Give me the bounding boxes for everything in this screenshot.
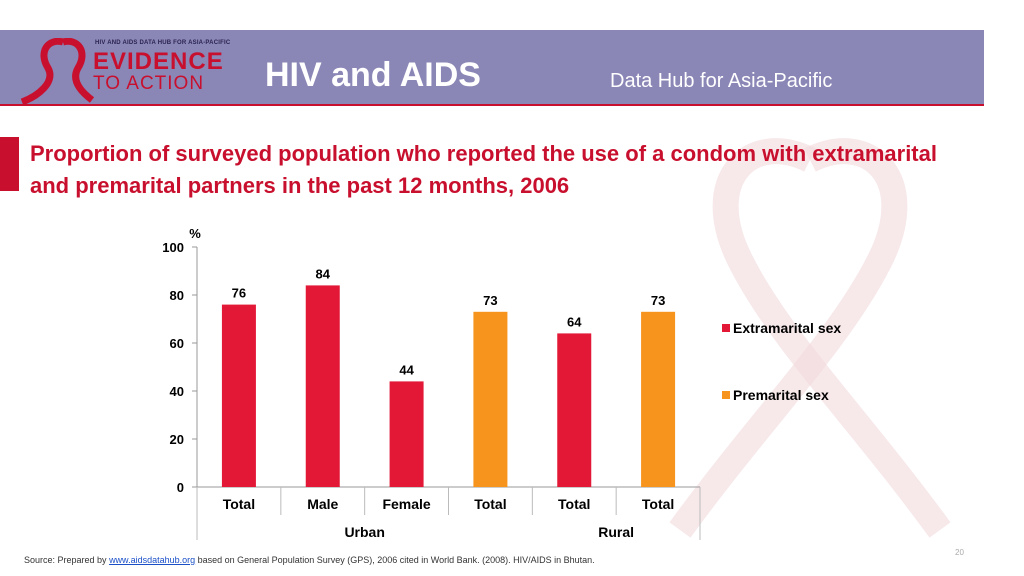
y-tick-label: 80 (170, 288, 184, 303)
logo-evidence-text: EVIDENCE (93, 48, 224, 75)
bar-value-label: 84 (316, 266, 331, 281)
header-subtitle: Data Hub for Asia-Pacific (610, 70, 833, 92)
x-tick-label: Total (474, 496, 506, 512)
source-link[interactable]: www.aidsdatahub.org (109, 555, 196, 565)
evidence-to-action-logo (18, 37, 248, 106)
x-tick-label: Male (307, 496, 338, 512)
bar-value-label: 44 (399, 362, 414, 377)
legend-swatch (722, 324, 730, 332)
header-title: HIV and AIDS (265, 56, 481, 94)
bar-value-label: 76 (232, 286, 246, 301)
bar (389, 381, 424, 487)
y-tick-label: 40 (170, 384, 184, 399)
red-ribbon-icon (20, 37, 95, 106)
y-axis-label: % (189, 226, 201, 241)
logo-tagline: HIV AND AIDS DATA HUB FOR ASIA-PACIFIC (95, 40, 231, 46)
x-tick-label: Total (223, 496, 255, 512)
legend-label: Extramarital sex (733, 320, 841, 336)
legend-swatch (722, 391, 730, 399)
legend-label: Premarital sex (733, 387, 829, 403)
bar-value-label: 64 (567, 314, 582, 329)
group-label: Rural (598, 524, 634, 540)
bar (305, 285, 340, 487)
source-suffix: based on General Population Survey (GPS)… (195, 555, 595, 565)
bar-value-label: 73 (483, 293, 497, 308)
page-number: 20 (955, 548, 964, 557)
x-tick-label: Total (558, 496, 590, 512)
header-bar (0, 30, 984, 104)
y-tick-label: 0 (177, 480, 184, 495)
bar (221, 304, 256, 487)
x-tick-label: Female (382, 496, 430, 512)
source-prefix: Source: Prepared by (24, 555, 110, 565)
slide-title: Proportion of surveyed population who re… (30, 141, 937, 198)
bar (557, 333, 592, 487)
title-accent-bar (0, 137, 19, 191)
ribbon-watermark (669, 138, 951, 538)
source-note: Source: Prepared by www.aidsdatahub.org … (24, 555, 595, 565)
y-tick-label: 100 (162, 240, 184, 255)
bar (473, 311, 508, 487)
group-label: Urban (344, 524, 384, 540)
y-tick-label: 20 (170, 432, 184, 447)
logo-to-action-text: TO ACTION (93, 73, 205, 94)
bar (641, 311, 676, 487)
header-divider (0, 104, 984, 106)
x-tick-label: Total (642, 496, 674, 512)
y-tick-label: 60 (170, 336, 184, 351)
bar-value-label: 73 (651, 293, 665, 308)
